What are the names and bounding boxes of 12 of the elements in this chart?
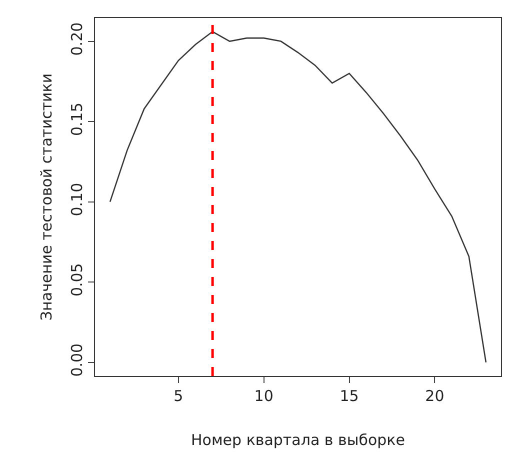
x-tick-label: 15 — [340, 387, 359, 405]
y-tick-label: 0.00 — [68, 343, 86, 377]
y-tick-label: 0.20 — [68, 22, 86, 56]
x-tick-label: 5 — [174, 387, 184, 405]
x-tick-label: 10 — [254, 387, 274, 405]
y-tick-label: 0.05 — [68, 263, 86, 297]
line-series — [109, 31, 487, 363]
y-tick-label: 0.15 — [68, 102, 86, 136]
y-tick-label: 0.10 — [68, 182, 86, 216]
x-axis-title: Номер квартала в выборке — [191, 431, 405, 449]
y-axis-title: Значение тестовой статистики — [37, 73, 56, 321]
x-tick-label: 20 — [425, 387, 444, 405]
